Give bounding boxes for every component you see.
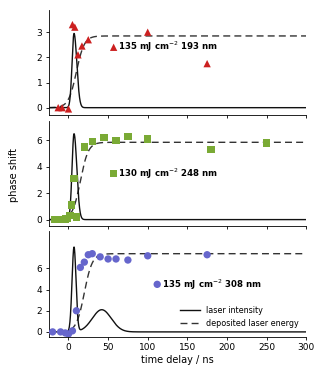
Point (205, 252, 210, 258)
Point (65, 215, 70, 221)
Legend: laser intensity, deposited laser energy: laser intensity, deposited laser energy (176, 303, 302, 331)
Point (98, 254, 103, 260)
Point (113, 137, 118, 143)
Point (68, 213, 73, 219)
Text: 135 mJ cm$^{-2}$ 193 nm: 135 mJ cm$^{-2}$ 193 nm (118, 40, 219, 54)
Point (66, 106, 71, 112)
Point (82, 144, 87, 150)
Text: 135 mJ cm$^{-2}$ 308 nm: 135 mJ cm$^{-2}$ 308 nm (162, 277, 262, 291)
Point (72, 24, 77, 30)
Point (145, 253, 150, 259)
X-axis label: time delay / ns: time delay / ns (141, 355, 214, 365)
Point (78, 264, 83, 271)
Point (50, 329, 55, 335)
Point (52, 216, 57, 223)
Point (70, 328, 75, 334)
Point (63, 330, 68, 336)
Point (90, 251, 95, 257)
Point (79, 43, 84, 49)
Point (86, 37, 91, 43)
Point (155, 281, 160, 287)
Point (102, 134, 107, 141)
Point (205, 61, 210, 67)
Point (66, 331, 71, 337)
Point (74, 214, 79, 220)
Point (58, 216, 63, 223)
Point (69, 202, 74, 208)
Point (74, 308, 79, 314)
Point (60, 105, 65, 111)
Point (145, 136, 150, 142)
Point (72, 176, 77, 182)
Point (63, 216, 68, 222)
Point (125, 133, 130, 139)
Point (113, 256, 118, 262)
Point (111, 44, 116, 50)
Point (264, 140, 269, 146)
Text: 130 mJ cm$^{-2}$ 248 nm: 130 mJ cm$^{-2}$ 248 nm (118, 166, 219, 181)
Point (125, 257, 130, 263)
Point (90, 139, 95, 145)
Point (82, 259, 87, 265)
Point (111, 170, 116, 176)
Point (75, 52, 80, 58)
Text: phase shift: phase shift (9, 148, 19, 202)
Point (145, 29, 150, 35)
Point (106, 256, 111, 262)
Point (70, 22, 75, 28)
Point (208, 147, 214, 153)
Point (56, 105, 61, 111)
Point (86, 252, 91, 258)
Point (58, 329, 63, 335)
